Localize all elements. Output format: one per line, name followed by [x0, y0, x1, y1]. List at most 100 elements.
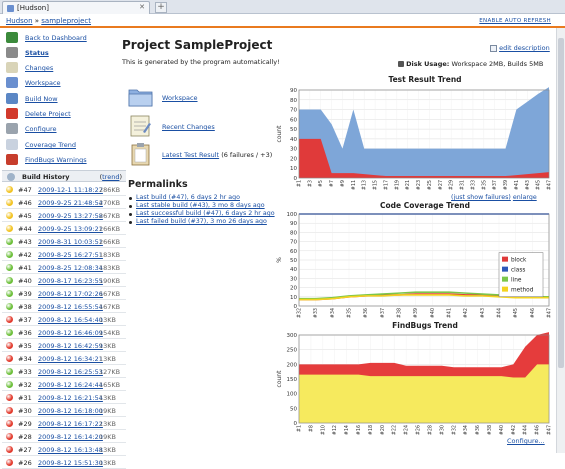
build-date-link[interactable]: 2009-8-12 16:13:48 — [38, 446, 103, 454]
y-tick-label: 30 — [290, 147, 297, 153]
build-history-row: #45 2009-9-25 13:27:58 267KB — [2, 209, 126, 222]
breadcrumb-separator: » — [34, 17, 40, 25]
y-tick-label: 0 — [294, 304, 298, 310]
build-history-row: #27 2009-8-12 16:13:48 13KB — [2, 443, 126, 456]
build-date-link[interactable]: 2009-8-12 16:54:40 — [38, 316, 103, 324]
build-number: #40 — [18, 277, 32, 285]
build-date-link[interactable]: 2009-9-25 21:48:54 — [38, 199, 103, 207]
build-history-icon — [7, 173, 15, 181]
recent-changes-link[interactable]: Recent Changes — [162, 123, 215, 131]
vertical-scrollbar[interactable] — [556, 28, 565, 453]
build-date-link[interactable]: 2009-8-12 16:18:00 — [38, 407, 103, 415]
magnifier-icon — [6, 47, 18, 58]
build-status-red-icon — [6, 459, 13, 466]
build-status-red-icon — [6, 446, 13, 453]
x-tick-label: #35 — [347, 308, 353, 318]
x-tick-label: #16 — [356, 425, 362, 435]
x-tick-label: #8 — [308, 425, 314, 432]
legend-label-method: method — [511, 288, 534, 294]
sidebar-task-label[interactable]: Back to Dashboard — [25, 34, 87, 42]
build-size: 19KB — [99, 433, 116, 441]
build-date-link[interactable]: 2009-8-12 16:14:20 — [38, 433, 103, 441]
build-size: 13KB — [99, 355, 116, 363]
y-tick-label: 250 — [287, 348, 298, 354]
x-tick-label: #32 — [451, 425, 457, 435]
y-tick-label: 0 — [294, 176, 298, 182]
build-date-link[interactable]: 2009-8-12 16:25:53 — [38, 368, 103, 376]
build-date-link[interactable]: 2009-8-12 15:51:30 — [38, 459, 103, 467]
build-date-link[interactable]: 2009-8-12 17:02:26 — [38, 290, 103, 298]
close-tab-icon[interactable]: ✕ — [139, 3, 145, 11]
code-coverage-trend-chart[interactable]: 0 10 20 30 40 50 60 70 80 90 100 #32 #33 #34 #35 #36 #37… — [275, 210, 553, 322]
bug-icon — [6, 154, 18, 165]
sidebar-task-label[interactable]: Changes — [25, 64, 54, 72]
build-size: 266KB — [99, 238, 121, 246]
configure-findbugs-link[interactable]: Configure... — [507, 437, 545, 445]
folder-large-icon — [128, 89, 153, 107]
build-date-link[interactable]: 2009-8-12 16:46:09 — [38, 329, 103, 337]
sidebar-task-label[interactable]: Status — [25, 49, 49, 57]
workspace-link[interactable]: Workspace — [162, 94, 198, 102]
build-size: 183KB — [99, 264, 121, 272]
bullet — [129, 205, 132, 208]
breadcrumb-project-link[interactable]: sampleproject — [41, 17, 92, 25]
findbugs-trend-chart[interactable]: 0 50 100 150 200 250 300 #1 #8 #10 #12 #14 #16 #18 #20… — [275, 331, 553, 439]
build-date-link[interactable]: 2009-8-12 16:21:54 — [38, 394, 103, 402]
breadcrumb-hudson-link[interactable]: Hudson — [6, 17, 33, 25]
permalink-last-stable-build[interactable]: Last stable build (#43), 3 mo 8 days ago — [136, 202, 265, 209]
build-date-link[interactable]: 2009-8-12 16:34:21 — [38, 355, 103, 363]
build-size: 165KB — [99, 381, 121, 389]
just-show-failures-link[interactable]: (just show failures) — [451, 194, 511, 201]
build-status-red-icon — [6, 355, 13, 362]
hudson-favicon-icon — [7, 5, 14, 12]
y-tick-label: 30 — [290, 276, 297, 282]
x-tick-label: #45 — [536, 180, 542, 190]
build-date-link[interactable]: 2009-8-25 16:27:51 — [38, 251, 103, 259]
build-date-link[interactable]: 2009-9-25 13:09:21 — [38, 225, 103, 233]
build-date-link[interactable]: 2009-8-12 16:17:22 — [38, 420, 103, 428]
build-number: #29 — [18, 420, 32, 428]
bullet — [129, 213, 132, 216]
build-date-link[interactable]: 2009-8-31 10:03:51 — [38, 238, 103, 246]
y-tick-label: 70 — [290, 240, 297, 246]
sidebar-task-label[interactable]: Coverage Trend — [25, 141, 76, 149]
build-date-link[interactable]: 2009-8-12 16:55:54 — [38, 303, 103, 311]
browser-tab[interactable]: [Hudson] ✕ — [2, 1, 150, 14]
permalink-last-successful-build[interactable]: Last successful build (#47), 6 days 2 hr… — [136, 210, 275, 217]
y-tick-label: 60 — [290, 249, 297, 255]
sidebar-task-label[interactable]: Workspace — [25, 79, 61, 87]
x-tick-label: #17 — [383, 180, 389, 190]
chart-icon — [6, 139, 18, 150]
build-date-link[interactable]: 2009-9-25 13:27:58 — [38, 212, 103, 220]
build-status-green-icon — [6, 329, 13, 336]
permalink-last-build[interactable]: Last build (#47), 6 days 2 hr ago — [136, 194, 240, 201]
build-number: #35 — [18, 342, 32, 350]
build-size: 267KB — [99, 212, 121, 220]
sidebar-task-label[interactable]: FindBugs Warnings — [25, 156, 87, 164]
bullet — [129, 197, 132, 200]
build-date-link[interactable]: 2009-8-25 12:08:34 — [38, 264, 103, 272]
plot-border — [298, 213, 550, 307]
test-result-trend-chart[interactable]: 0 10 20 30 40 50 60 70 80 90 #1 #3 #5 #7 #9 #11 #13 #15 #1… — [275, 86, 553, 194]
build-history-trend-link[interactable]: (trend) — [99, 173, 122, 181]
build-number: #32 — [18, 381, 32, 389]
breadcrumb: Hudson » sampleproject — [6, 17, 91, 25]
enlarge-link[interactable]: enlarge — [512, 194, 537, 201]
edit-description-link[interactable]: edit description — [490, 44, 550, 52]
sidebar-task-label[interactable]: Build Now — [25, 95, 58, 103]
sidebar-task-label[interactable]: Delete Project — [25, 110, 71, 118]
build-date-link[interactable]: 2009-8-12 16:42:59 — [38, 342, 103, 350]
scrollbar-thumb[interactable] — [558, 38, 564, 368]
build-date-link[interactable]: 2009-8-12 16:24:44 — [38, 381, 103, 389]
test-result-trend-title: Test Result Trend — [388, 75, 462, 84]
x-tick-label: #40 — [430, 308, 436, 318]
permalink-last-failed-build[interactable]: Last failed build (#37), 3 mo 26 days ag… — [136, 218, 267, 225]
sidebar-task-label[interactable]: Configure — [25, 125, 57, 133]
build-date-link[interactable]: 2009-12-1 11:18:27 — [38, 186, 103, 194]
enable-auto-refresh-link[interactable]: ENABLE AUTO REFRESH — [479, 18, 551, 24]
build-date-link[interactable]: 2009-8-17 16:23:55 — [38, 277, 103, 285]
new-tab-button[interactable]: + — [155, 2, 167, 13]
x-tick-label: #46 — [535, 425, 541, 435]
latest-test-result-link[interactable]: Latest Test Result — [162, 151, 220, 159]
browser-tab-title: [Hudson] — [17, 4, 49, 12]
